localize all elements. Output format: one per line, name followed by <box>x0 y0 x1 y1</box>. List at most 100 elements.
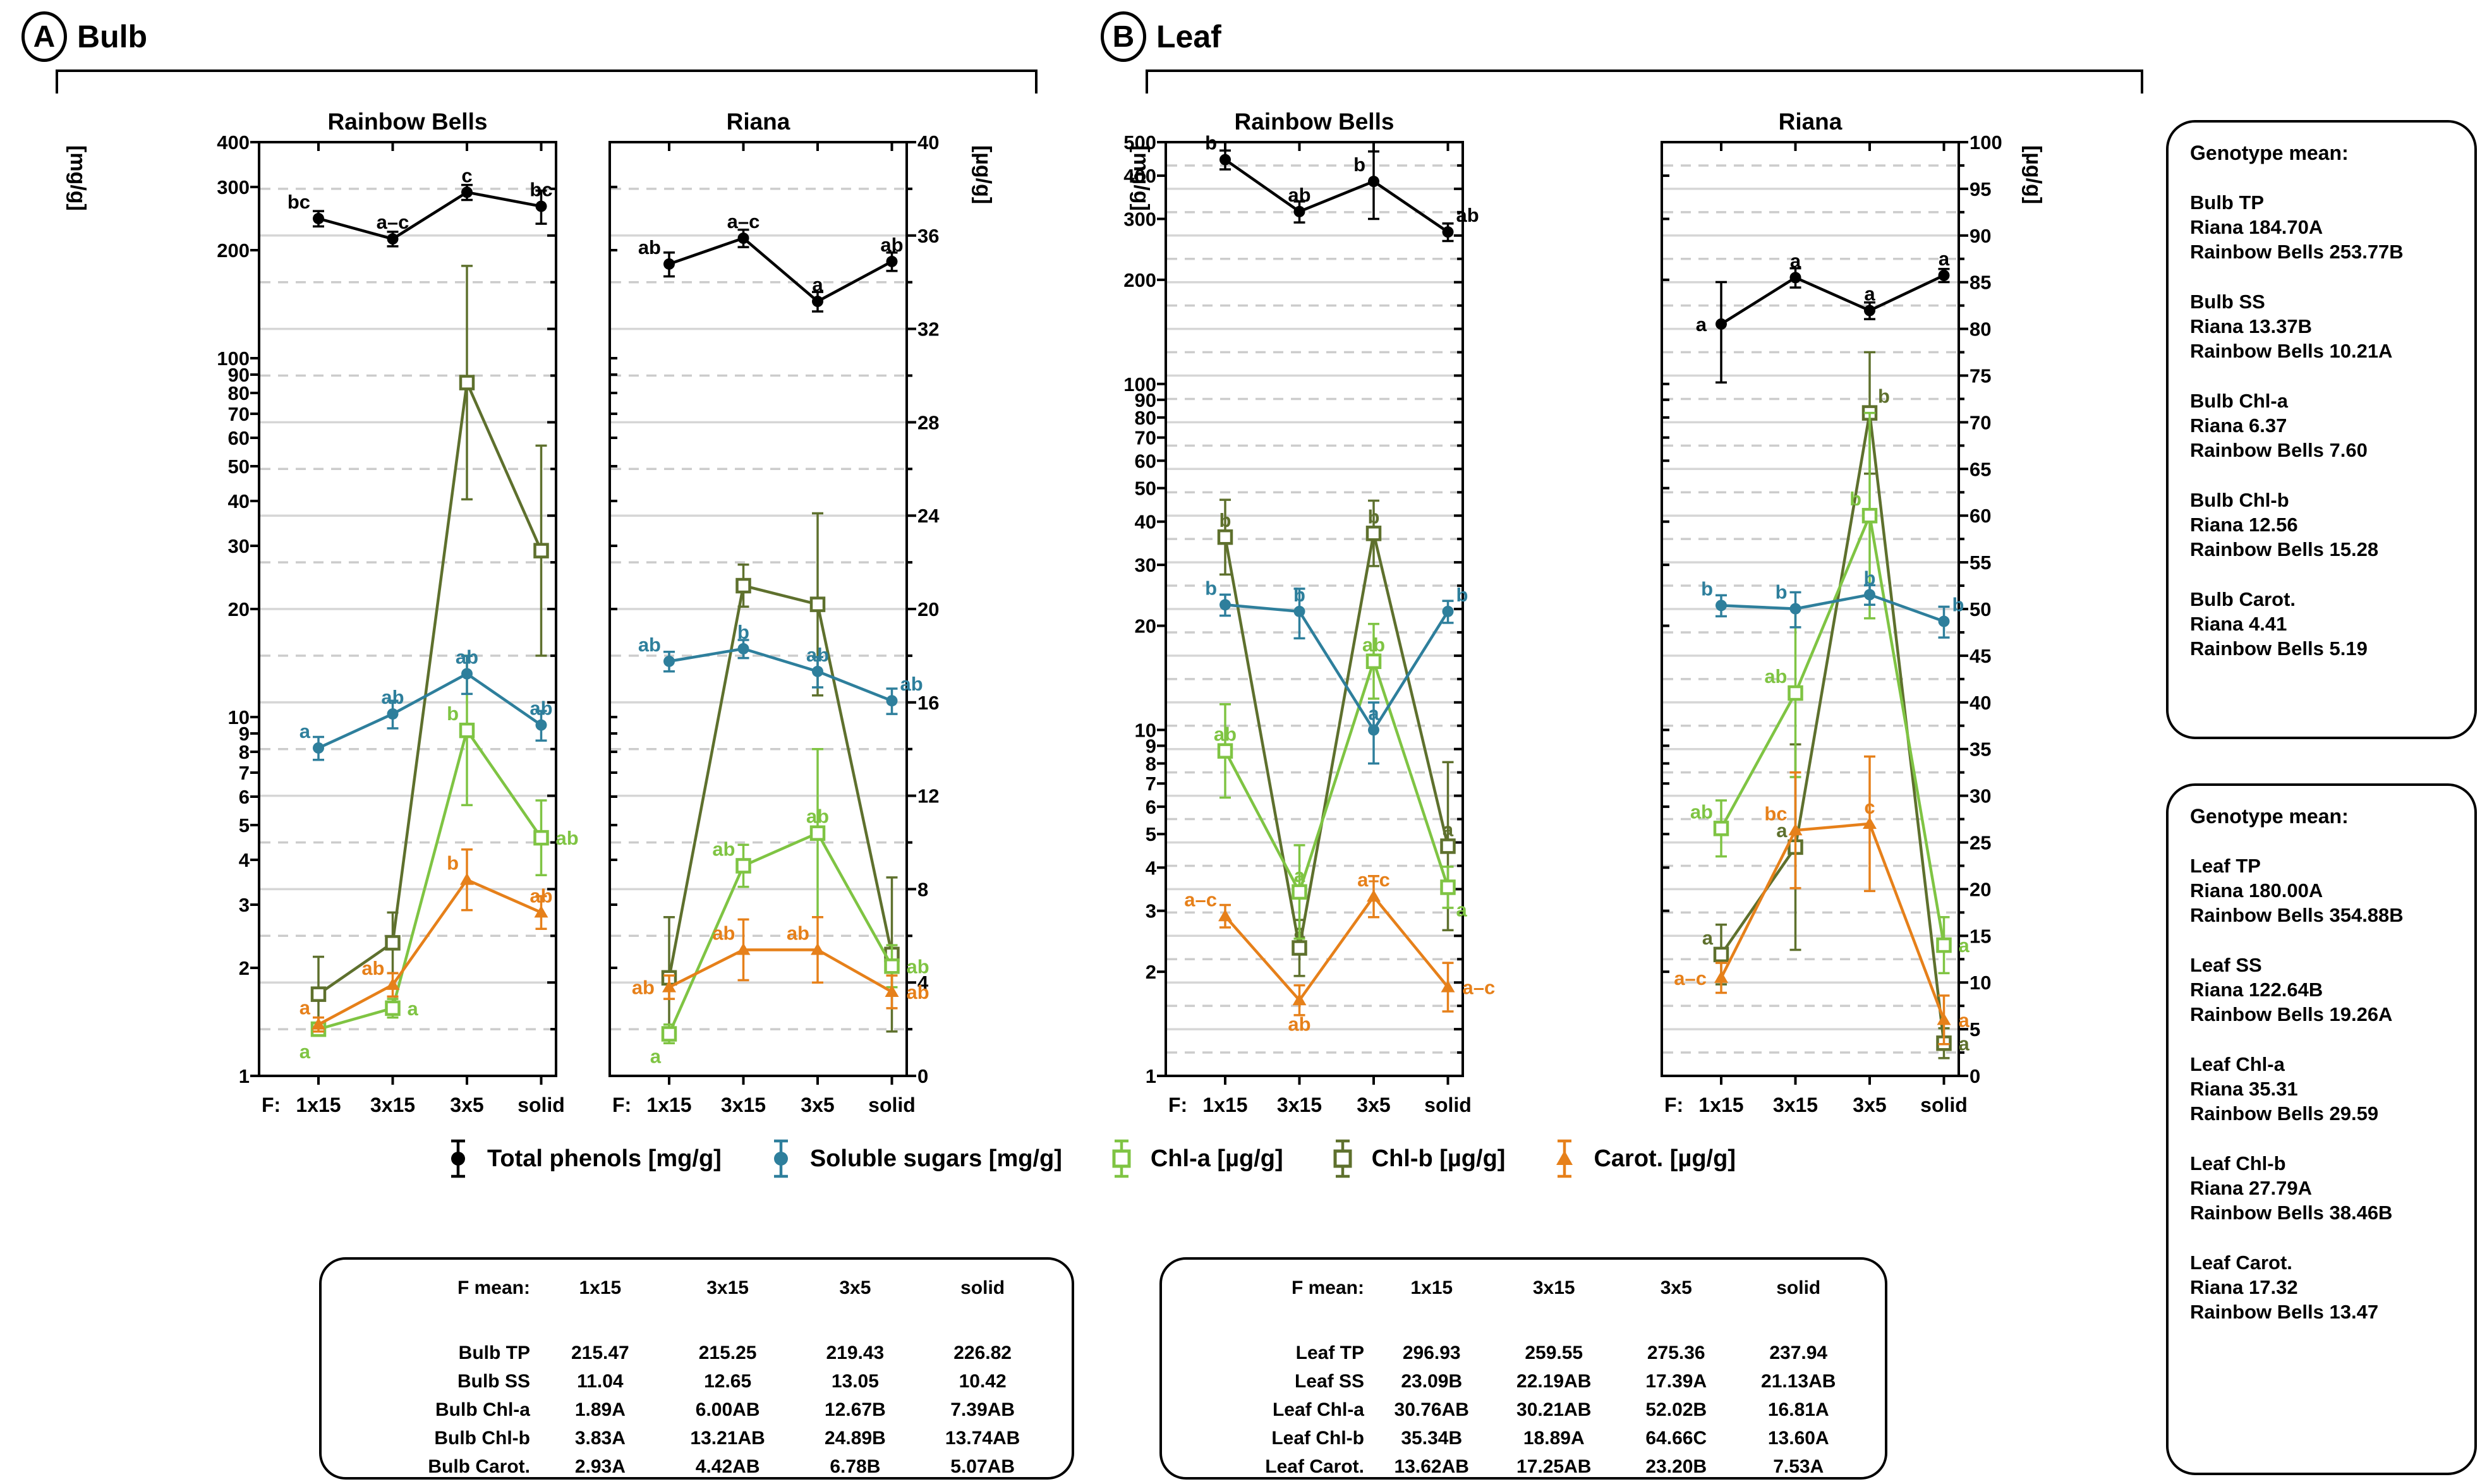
point-sig-label: ab <box>712 838 735 860</box>
table-cell: 10.42 <box>959 1371 1007 1392</box>
ss-marker-icon <box>773 1139 788 1178</box>
chlb-marker-icon <box>1365 526 1382 541</box>
series-line <box>1223 533 1449 948</box>
legend: Total phenols [mg/g] Soluble sugars [mg/g… <box>209 1137 1965 1180</box>
point-sig-label: ab <box>361 957 384 979</box>
left-tick-label: 4 <box>1146 857 1157 879</box>
chla-marker-icon <box>1365 653 1382 670</box>
tp-marker-icon <box>535 200 547 212</box>
genotype-section-name: Bulb Chl-a <box>2190 390 2288 412</box>
table-column-header: 3x15 <box>706 1277 749 1298</box>
point-sig-label: a <box>300 997 311 1019</box>
point-sig-label: ab <box>1456 204 1479 226</box>
tp-marker-icon <box>1864 305 1875 317</box>
genotype-section-line: Riana 180.00A <box>2190 879 2323 902</box>
x-tick-label: 3x15 <box>1773 1094 1818 1116</box>
chlb-marker-icon <box>735 577 751 594</box>
point-sig-label: a–c <box>1357 869 1390 891</box>
ss-marker-icon <box>1293 605 1305 617</box>
table-cell: 7.53A <box>1773 1456 1824 1477</box>
x-tick-label: 1x15 <box>296 1094 341 1116</box>
left-tick-label: 90 <box>228 364 250 386</box>
point-sig-label: b <box>447 852 459 874</box>
tp-marker-icon <box>663 258 675 270</box>
left-tick-label: 10 <box>228 706 250 728</box>
panel-b-header: B Leaf <box>1101 11 1221 62</box>
table-column-header: 1x15 <box>1410 1277 1453 1298</box>
table-header-label: F mean: <box>457 1277 530 1298</box>
series-line <box>1720 274 1945 325</box>
car-marker-icon <box>662 980 676 992</box>
chla-marker-icon <box>1936 937 1952 953</box>
x-axis-prefix: F: <box>1168 1094 1187 1116</box>
right-tick-label: 28 <box>917 411 939 433</box>
ss-marker-icon <box>1864 589 1875 601</box>
table-column-header: solid <box>960 1277 1005 1298</box>
x-axis-prefix: F: <box>262 1094 281 1116</box>
table-cell: 30.21AB <box>1516 1399 1592 1420</box>
genotype-section-line: Riana 35.31 <box>2190 1078 2298 1100</box>
f-mean-table-leaf: F mean: 1x15 3x15 3x5 solid Leaf TP 296.93 259.… <box>1159 1257 1887 1480</box>
series-tp: b ab b ab <box>1205 132 1479 243</box>
series-line <box>317 377 543 996</box>
car-marker-icon <box>1937 1013 1951 1025</box>
table-cell: 3.83A <box>574 1428 626 1449</box>
right-tick-label: 30 <box>1970 785 1991 807</box>
point-sig-label: ab <box>381 686 404 708</box>
legend-item: Chl-b [µg/g] <box>1322 1137 1505 1180</box>
table-cell: 5.07AB <box>950 1456 1015 1477</box>
panel-bracket <box>1146 69 2143 94</box>
table-cell: 215.25 <box>698 1342 757 1363</box>
chlb-marker-icon <box>1713 946 1729 963</box>
genotype-section-line: Rainbow Bells 19.26A <box>2190 1003 2393 1025</box>
subplot-title: Riana <box>1779 109 1843 135</box>
genotype-section-name: Bulb Carot. <box>2190 588 2296 610</box>
series-line <box>1224 894 1449 1003</box>
left-tick-label: 80 <box>228 382 250 404</box>
x-axis-prefix: F: <box>1664 1094 1683 1116</box>
genotype-section-name: Leaf SS <box>2190 954 2262 976</box>
genotype-section: Leaf Chl-a Riana 35.31 Rainbow Bells 29.59 <box>2190 1052 2474 1126</box>
table-cell: 12.67B <box>825 1399 886 1420</box>
genotype-section-name: Bulb SS <box>2190 291 2265 313</box>
genotype-section-line: Rainbow Bells 253.77B <box>2190 241 2404 263</box>
point-sig-label: bc <box>1764 802 1787 824</box>
series-line <box>1720 413 1945 1044</box>
point-sig-label: b <box>1952 594 1964 616</box>
table-cell: 30.76AB <box>1394 1399 1469 1420</box>
point-sig-label: a <box>1368 702 1379 724</box>
table-cell: 35.34B <box>1401 1428 1463 1449</box>
point-sig-label: b <box>1864 567 1876 589</box>
series-line <box>1721 593 1945 623</box>
right-tick-label: 50 <box>1970 598 1991 620</box>
ss-marker-icon <box>737 642 749 655</box>
left-tick-label: 20 <box>1135 615 1156 637</box>
panel-b-badge-icon: B <box>1101 11 1146 62</box>
genotype-section: Bulb Carot. Riana 4.41 Rainbow Bells 5.19 <box>2190 587 2474 661</box>
right-tick-label: 75 <box>1970 365 1991 387</box>
ss-marker-icon <box>1368 724 1379 736</box>
point-sig-label: a–c <box>377 211 409 233</box>
series-chlb <box>661 512 900 1040</box>
point-sig-label: bc <box>529 179 552 201</box>
car-marker-icon <box>385 977 400 990</box>
genotype-mean-box-leaf: Genotype mean: Leaf TP Riana 180.00A Rainbo… <box>2166 783 2477 1475</box>
left-tick-label: 50 <box>1135 478 1156 500</box>
car-marker-icon <box>1218 909 1232 922</box>
point-sig-label: ab <box>632 977 655 999</box>
table-cell: 24.89B <box>825 1428 886 1449</box>
x-tick-label: 1x15 <box>1698 1094 1743 1116</box>
table-cell: 23.20B <box>1645 1456 1707 1477</box>
point-sig-label: a <box>650 1045 662 1067</box>
point-sig-label: b <box>1368 505 1380 528</box>
subplot-title: Rainbow Bells <box>1235 109 1395 135</box>
car-marker-icon <box>1556 1139 1573 1178</box>
tp-marker-icon <box>1293 205 1305 217</box>
left-tick-label: 300 <box>217 176 250 198</box>
series-chla: ab a ab a <box>1214 622 1468 940</box>
left-tick-label: 300 <box>1123 208 1156 230</box>
x-tick-label: solid <box>1920 1094 1968 1116</box>
point-sig-label: a–c <box>1674 967 1707 989</box>
point-sig-label: ab <box>900 673 923 695</box>
